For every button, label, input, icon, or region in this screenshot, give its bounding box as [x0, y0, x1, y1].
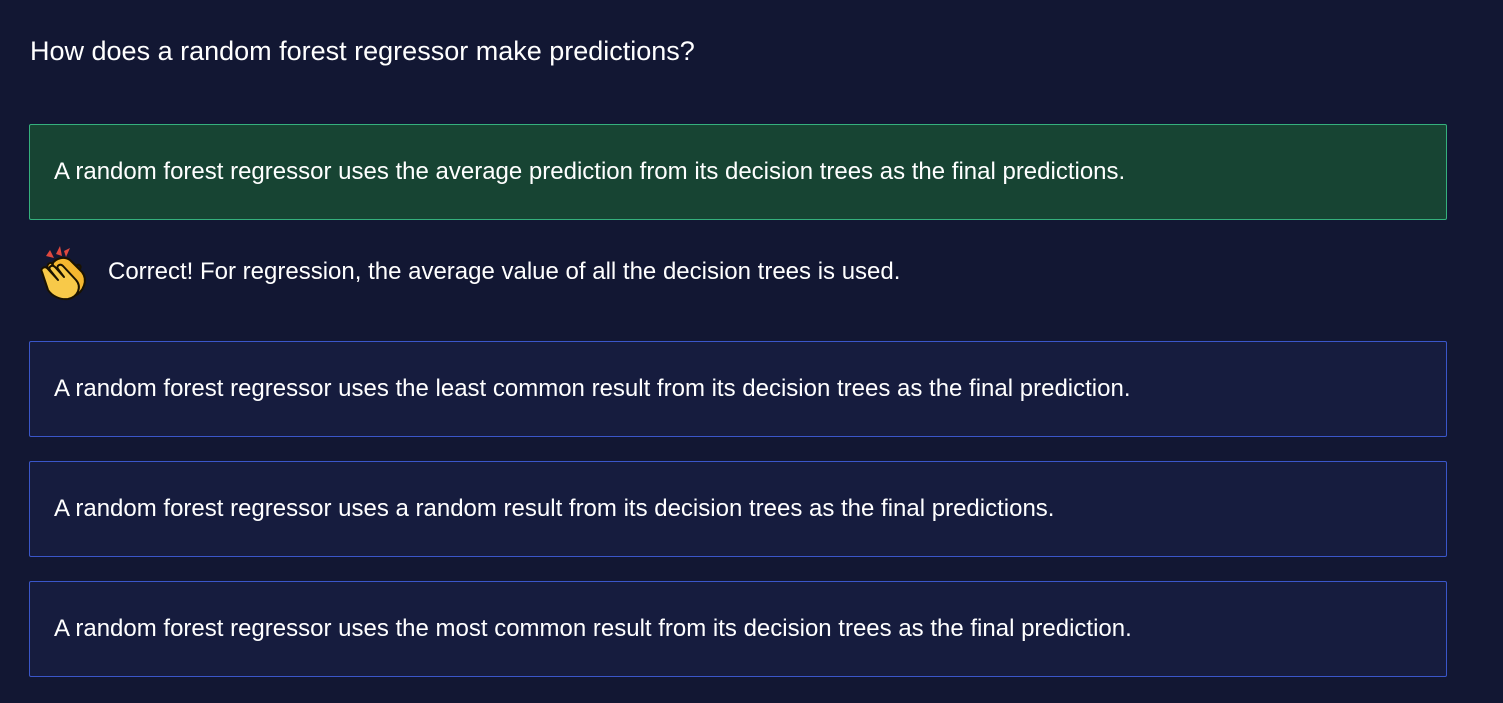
- clapping-hands-icon: [40, 246, 86, 301]
- feedback-text: Correct! For regression, the average val…: [108, 258, 901, 285]
- answer-option-label: A random forest regressor uses the least…: [54, 375, 1131, 402]
- answer-option-label: A random forest regressor uses the most …: [54, 615, 1132, 642]
- answer-option-1[interactable]: A random forest regressor uses the avera…: [29, 124, 1447, 220]
- answer-option-2[interactable]: A random forest regressor uses the least…: [29, 341, 1447, 437]
- answer-option-label: A random forest regressor uses a random …: [54, 495, 1055, 522]
- answer-feedback: Correct! For regression, the average val…: [32, 242, 900, 302]
- answer-option-4[interactable]: A random forest regressor uses the most …: [29, 581, 1447, 677]
- answer-option-3[interactable]: A random forest regressor uses a random …: [29, 461, 1447, 557]
- quiz-question: How does a random forest regressor make …: [30, 36, 695, 66]
- answer-option-label: A random forest regressor uses the avera…: [54, 158, 1126, 185]
